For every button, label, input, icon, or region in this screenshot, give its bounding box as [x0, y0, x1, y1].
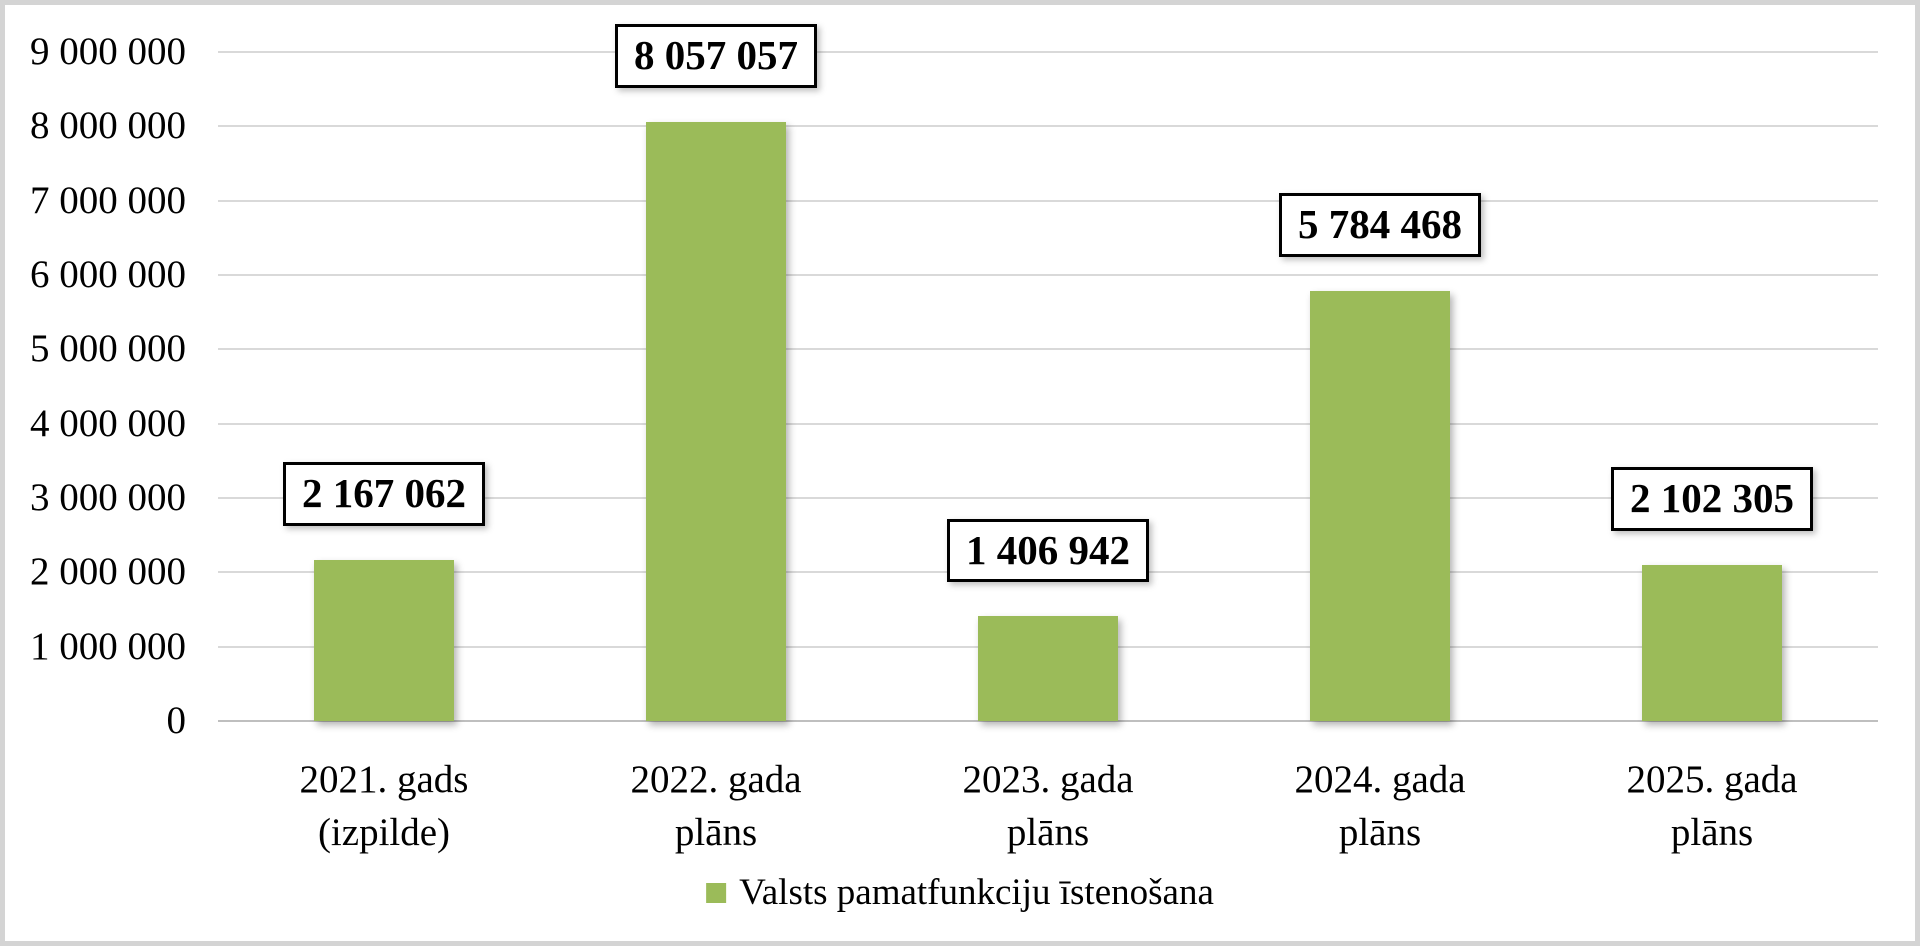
x-axis-category-label-1: 2021. gads (izpilde) — [299, 758, 469, 854]
x-axis-category-label-3: 2023. gada plāns — [962, 758, 1134, 854]
data-label-1: 2 167 062 — [283, 462, 485, 526]
data-label-5: 2 102 305 — [1611, 466, 1813, 531]
x-axis-category-label-4: 2024. gada plāns — [1294, 758, 1466, 854]
y-axis-tick-label: 0 — [166, 699, 187, 742]
data-label-2: 8 057 057 — [615, 24, 817, 89]
gridline — [218, 199, 1878, 202]
gridline — [218, 274, 1878, 276]
y-axis-tick-label: 9 000 000 — [30, 30, 186, 73]
y-axis-tick-label: 2 000 000 — [30, 550, 186, 594]
bar-2 — [646, 122, 786, 721]
data-label-4: 5 784 468 — [1279, 193, 1481, 258]
legend-series-label: Valsts pamatfunkciju īstenošana — [739, 872, 1214, 913]
data-label-3: 1 406 942 — [947, 518, 1149, 583]
x-axis-category-label-2: 2022. gada plāns — [630, 758, 802, 854]
y-axis-tick-label: 4 000 000 — [30, 401, 186, 445]
bar-3 — [978, 616, 1118, 721]
bar-4 — [1310, 291, 1450, 721]
legend: Valsts pamatfunkciju īstenošana — [706, 871, 1214, 915]
bar-5 — [1642, 564, 1782, 721]
y-axis-tick-label: 8 000 000 — [30, 104, 186, 148]
y-axis-tick-label: 1 000 000 — [30, 624, 186, 668]
x-axis-category-label-5: 2025. gada plāns — [1626, 758, 1798, 854]
gridline — [218, 348, 1878, 351]
gridline — [218, 125, 1878, 128]
y-axis-tick-label: 6 000 000 — [30, 253, 186, 296]
legend-color-swatch — [706, 883, 727, 903]
x-axis-line — [218, 720, 1878, 722]
gridline — [218, 497, 1878, 499]
gridline — [218, 422, 1878, 425]
y-axis-tick-label: 7 000 000 — [30, 178, 186, 222]
y-axis-tick-label: 5 000 000 — [30, 327, 186, 371]
bar-1 — [314, 559, 454, 721]
gridline — [218, 51, 1878, 53]
y-axis-tick-label: 3 000 000 — [30, 476, 186, 519]
